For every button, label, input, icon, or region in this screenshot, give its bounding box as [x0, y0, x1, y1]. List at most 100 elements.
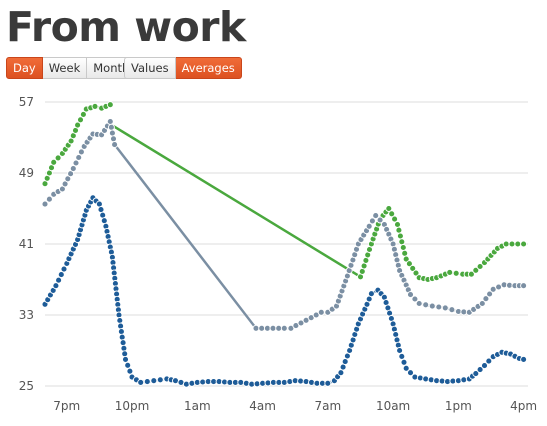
data-point-gray: [422, 301, 430, 309]
data-point-gray: [376, 216, 384, 224]
data-point-green: [409, 264, 417, 272]
data-point-blue: [124, 361, 132, 369]
data-point-green: [74, 121, 82, 129]
data-point-gray: [441, 304, 449, 312]
values-button[interactable]: Values: [124, 57, 176, 79]
data-point-gray: [77, 148, 85, 156]
data-point-gray: [64, 175, 72, 183]
data-point-gray: [258, 324, 266, 332]
data-point-blue: [57, 271, 65, 279]
data-point-gray: [482, 295, 490, 303]
mode-toggle-group: Values Averages: [124, 57, 242, 79]
data-point-gray: [317, 308, 325, 316]
data-point-gray: [407, 291, 414, 299]
data-point-green: [514, 240, 522, 248]
x-tick-label: 7am: [314, 399, 341, 413]
averages-button[interactable]: Averages: [175, 57, 242, 79]
data-point-blue: [126, 367, 134, 375]
data-point-blue: [122, 355, 129, 363]
data-point-green: [401, 249, 409, 257]
data-point-blue: [520, 355, 528, 363]
data-point-gray: [486, 290, 494, 298]
data-point-green: [91, 102, 99, 110]
data-point-blue: [476, 366, 484, 374]
data-point-blue: [156, 376, 164, 384]
data-point-gray: [106, 118, 114, 125]
x-tick-label: 1pm: [445, 399, 472, 413]
data-point-blue: [60, 265, 68, 273]
data-point-blue: [400, 358, 408, 366]
data-point-blue: [100, 217, 108, 225]
data-point-green: [520, 240, 528, 248]
day-button[interactable]: Day: [6, 57, 43, 79]
data-point-gray: [280, 324, 288, 332]
data-point-green: [412, 269, 420, 277]
data-point-green: [452, 269, 460, 277]
data-point-blue: [481, 362, 488, 370]
data-point-green: [398, 238, 406, 246]
data-point-blue: [121, 350, 129, 358]
week-button[interactable]: Week: [42, 57, 88, 79]
data-point-blue: [120, 344, 128, 352]
data-point-green: [405, 260, 413, 268]
data-point-gray: [111, 141, 119, 149]
x-tick-label: 1am: [184, 399, 211, 413]
y-tick-label: 33: [19, 308, 34, 322]
data-point-blue: [396, 347, 404, 354]
data-point-gray: [69, 165, 77, 173]
data-point-green: [402, 255, 410, 263]
data-point-blue: [137, 378, 145, 386]
data-point-blue: [119, 339, 127, 347]
data-point-green: [385, 205, 393, 212]
data-point-gray: [252, 324, 260, 332]
data-point-green: [508, 240, 516, 248]
data-point-green: [106, 101, 114, 109]
y-tick-label: 25: [19, 379, 34, 393]
data-point-green: [476, 263, 484, 270]
series-line-gray: [327, 214, 524, 314]
data-point-blue: [398, 352, 406, 360]
data-point-blue: [143, 378, 151, 386]
data-point-gray: [372, 212, 380, 220]
data-point-blue: [402, 364, 410, 372]
data-point-gray: [448, 306, 456, 314]
x-tick-label: 4am: [249, 399, 276, 413]
data-point-gray: [41, 200, 49, 208]
data-point-blue: [115, 311, 123, 319]
data-point-gray: [365, 222, 373, 230]
data-point-blue: [237, 378, 245, 386]
data-point-blue: [116, 317, 124, 324]
page-title: From work: [6, 3, 246, 51]
data-point-green: [77, 116, 84, 124]
data-point-blue: [422, 375, 430, 383]
data-point-blue: [55, 276, 63, 284]
data-point-green: [446, 268, 454, 276]
data-point-green: [467, 270, 475, 278]
data-point-green: [50, 158, 58, 166]
data-point-gray: [269, 324, 277, 332]
data-point-gray: [263, 324, 271, 332]
data-point-blue: [117, 328, 125, 336]
data-point-green: [54, 154, 62, 162]
data-point-green: [396, 232, 404, 240]
data-point-gray: [75, 154, 83, 161]
x-tick-label: 10am: [376, 399, 410, 413]
x-tick-label: 4pm: [510, 399, 537, 413]
data-point-gray: [478, 300, 486, 307]
series-line-green: [109, 123, 524, 281]
data-point-green: [391, 215, 399, 223]
data-point-gray: [428, 302, 436, 310]
data-point-blue: [341, 358, 349, 366]
x-tick-label: 7pm: [53, 399, 80, 413]
data-point-blue: [485, 357, 493, 365]
data-point-blue: [367, 290, 375, 298]
data-point-gray: [108, 129, 116, 137]
data-point-gray: [275, 324, 283, 332]
data-point-green: [502, 240, 510, 248]
data-point-blue: [472, 370, 480, 378]
data-point-gray: [45, 195, 53, 203]
x-tick-label: 10pm: [115, 399, 150, 413]
data-point-blue: [150, 377, 158, 385]
series-line-green: [43, 103, 111, 185]
